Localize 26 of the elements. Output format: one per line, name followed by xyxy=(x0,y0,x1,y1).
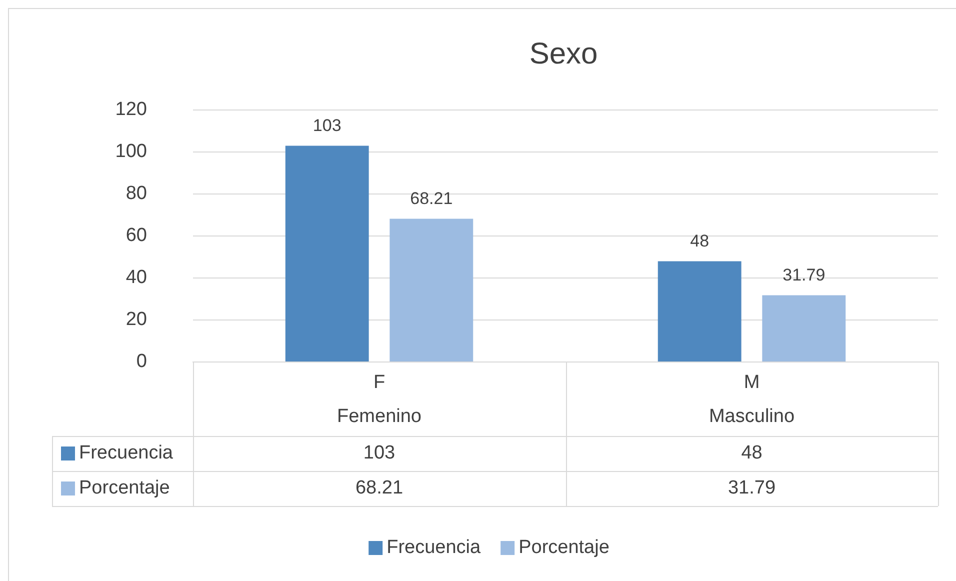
x-tick-label: M Masculino xyxy=(708,372,795,428)
data-label: 68.21 xyxy=(355,478,404,499)
annotation: 48 xyxy=(690,231,710,250)
y-tick-label: 80 xyxy=(126,183,147,204)
y-tick-label: 100 xyxy=(115,141,147,162)
annotation: 68.21 xyxy=(410,188,453,208)
chart-title: Sexo xyxy=(529,37,598,70)
y-tick-label: 20 xyxy=(126,309,147,330)
text: Frecuencia xyxy=(386,537,481,558)
bar xyxy=(762,295,846,362)
legend-label: Porcentaje xyxy=(518,537,610,558)
y-tick-label: 60 xyxy=(126,225,147,246)
data-label: 48 xyxy=(741,442,762,464)
bar xyxy=(285,146,369,362)
y-tick-label: 120 xyxy=(115,99,147,120)
bar xyxy=(390,218,474,362)
data-label: 31.79 xyxy=(728,478,776,499)
bar xyxy=(658,261,742,362)
legend-label: Frecuencia xyxy=(79,442,174,464)
annotation: 31.79 xyxy=(782,265,826,284)
y-tick-label: 0 xyxy=(136,351,147,372)
text: Porcentaje xyxy=(79,478,170,499)
x-tick-label: F Femenino xyxy=(337,372,422,428)
annotation: 103 xyxy=(312,116,342,135)
y-tick-label: 40 xyxy=(126,267,147,288)
data-label: 103 xyxy=(363,442,396,464)
